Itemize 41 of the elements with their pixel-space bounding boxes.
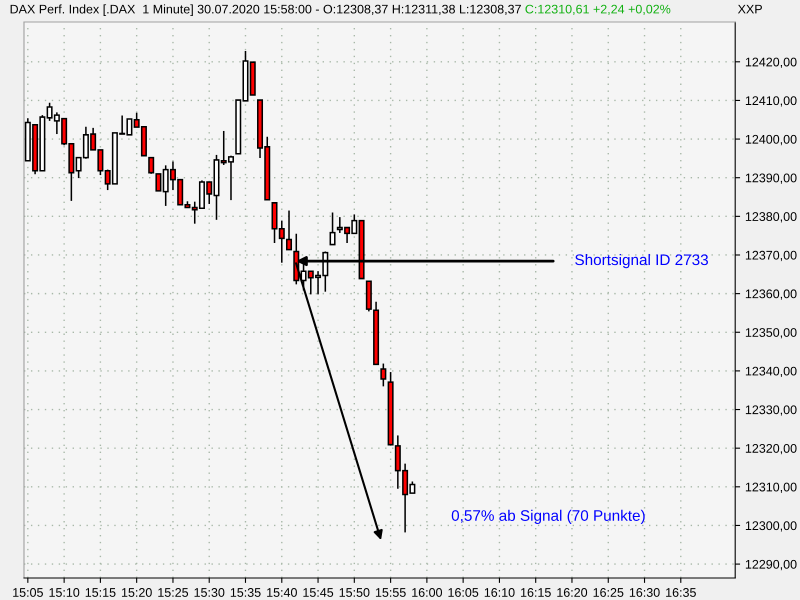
y-tick-label: 12290,00	[746, 560, 797, 570]
x-tick-label: 16:05	[448, 588, 478, 597]
x-tick-label: 15:35	[230, 588, 261, 597]
x-tick-label: 15:15	[86, 588, 116, 597]
text: XXP	[738, 4, 762, 14]
y-tick-label: 12350,00	[746, 328, 797, 338]
candlestick	[286, 210, 292, 250]
x-tick-label: 16:10	[484, 588, 515, 597]
annotation: Shortsignal ID 2733	[575, 254, 708, 268]
candlestick	[380, 362, 386, 388]
y-tick-label: 12400,00	[746, 134, 797, 146]
x-tick-label: 15:55	[376, 588, 406, 597]
annotation: 0,57% ab Signal (70 Punkte)	[452, 510, 645, 524]
y-tick-label: 12410,00	[746, 96, 797, 107]
x-tick-label: 16:25	[594, 588, 624, 597]
x-tick-label: 15:50	[340, 588, 370, 597]
y-tick-label: 12370,00	[746, 250, 797, 262]
x-tick-label: 15:05	[13, 588, 43, 597]
x-tick-label: 16:35	[666, 588, 696, 597]
y-tick-label: 12340,00	[746, 366, 797, 378]
y-tick-label: 12390,00	[746, 174, 797, 184]
x-tick-label: 16:00	[412, 588, 442, 597]
chart-title: DAX Perf. Index [.DAX 1 Minute] 30.07.2020 15:58:00 - O:12308,37 H:12311,38 L:12308,37	[10, 4, 521, 16]
chart-subtitle: C:12310,61 +2,24 +0,02%	[525, 4, 670, 16]
x-tick-label: 15:20	[122, 588, 152, 597]
y-tick-label: 12300,00	[746, 521, 797, 532]
x-tick-label: 15:45	[303, 588, 334, 597]
y-tick-label: 12360,00	[746, 289, 797, 300]
candlestick	[330, 212, 336, 246]
x-tick-label: 16:15	[521, 588, 551, 597]
y-tick-label: 12380,00	[746, 212, 797, 222]
x-tick-label: 15:10	[49, 588, 80, 597]
y-tick-label: 12320,00	[746, 444, 797, 454]
y-tick-label: 12310,00	[746, 482, 797, 493]
y-tick-label: 12420,00	[746, 58, 797, 68]
x-tick-label: 16:30	[630, 588, 660, 597]
x-tick-label: 16:20	[557, 588, 588, 597]
x-tick-label: 15:40	[267, 588, 297, 597]
x-tick-label: 15:25	[158, 588, 188, 597]
y-tick-label: 12330,00	[746, 405, 797, 416]
x-tick-label: 15:30	[194, 588, 224, 597]
